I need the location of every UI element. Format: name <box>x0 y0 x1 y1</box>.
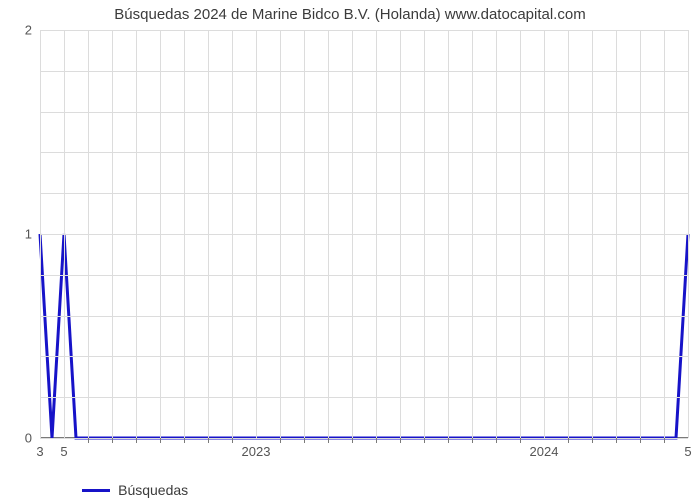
x-minor-tick <box>184 438 185 443</box>
grid-hline-minor <box>40 112 688 113</box>
x-minor-tick <box>232 438 233 443</box>
grid-hline <box>40 438 688 439</box>
x-minor-tick <box>424 438 425 443</box>
grid-hline-minor <box>40 275 688 276</box>
legend: Búsquedas <box>82 482 188 498</box>
grid-hline-minor <box>40 356 688 357</box>
grid-hline-minor <box>40 397 688 398</box>
x-minor-tick <box>592 438 593 443</box>
x-tick-label: 2023 <box>242 444 271 459</box>
x-minor-tick <box>640 438 641 443</box>
grid-hline-minor <box>40 152 688 153</box>
chart-title: Búsquedas 2024 de Marine Bidco B.V. (Hol… <box>0 6 700 23</box>
x-minor-tick <box>472 438 473 443</box>
x-minor-tick <box>112 438 113 443</box>
grid-hline-minor <box>40 71 688 72</box>
grid-hline-minor <box>40 193 688 194</box>
x-minor-tick <box>160 438 161 443</box>
x-minor-tick <box>88 438 89 443</box>
x-minor-tick <box>376 438 377 443</box>
x-minor-tick <box>520 438 521 443</box>
x-tick-label: 5 <box>60 444 67 459</box>
x-minor-tick <box>208 438 209 443</box>
x-tick-label: 5 <box>684 444 691 459</box>
x-minor-tick <box>352 438 353 443</box>
x-tick-label: 2024 <box>530 444 559 459</box>
x-minor-tick <box>304 438 305 443</box>
y-tick-label: 2 <box>25 23 32 38</box>
grid-hline <box>40 234 688 235</box>
chart-container: Búsquedas 2024 de Marine Bidco B.V. (Hol… <box>0 0 700 500</box>
series-line <box>40 234 688 438</box>
grid-hline <box>40 30 688 31</box>
y-tick-label: 1 <box>25 227 32 242</box>
y-tick-label: 0 <box>25 431 32 446</box>
x-minor-tick <box>616 438 617 443</box>
legend-label: Búsquedas <box>118 482 188 498</box>
legend-swatch <box>82 489 110 492</box>
x-minor-tick <box>448 438 449 443</box>
x-minor-tick <box>568 438 569 443</box>
plot-area: 35202320245012 <box>40 30 688 438</box>
grid-vline <box>688 30 689 438</box>
grid-hline-minor <box>40 316 688 317</box>
x-minor-tick <box>400 438 401 443</box>
x-minor-tick <box>664 438 665 443</box>
x-minor-tick <box>328 438 329 443</box>
x-minor-tick <box>496 438 497 443</box>
x-minor-tick <box>280 438 281 443</box>
x-minor-tick <box>136 438 137 443</box>
x-tick-label: 3 <box>36 444 43 459</box>
